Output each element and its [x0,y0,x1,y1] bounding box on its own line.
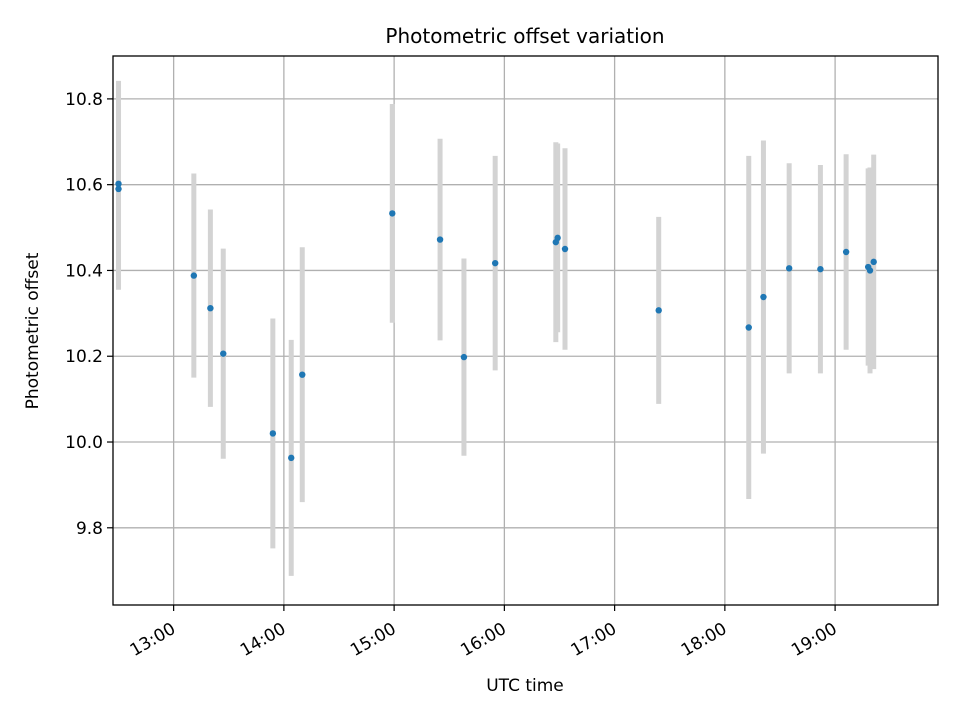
grid [113,56,938,605]
data-point [460,353,468,361]
data-point [115,185,122,193]
y-tick-label: 10.2 [65,347,103,367]
data-point [207,304,214,312]
data-point [389,210,396,217]
y-axis-ticks: 9.8 10.0 10.2 10.4 10.6 10.8 [65,90,113,539]
data-point [115,180,122,188]
data-point [561,245,569,253]
data-point [269,430,277,437]
data-point [866,267,874,274]
data-point [190,272,198,279]
data-point [288,454,295,462]
data-point [745,324,752,331]
y-tick-label: 10.4 [65,261,103,281]
data-point [554,234,561,242]
chart-title: Photometric offset variation [385,24,664,48]
data-point [842,248,850,256]
data-point [299,371,306,378]
data-point [220,350,227,357]
data-point [785,265,793,272]
y-axis-label: Photometric offset [23,252,43,409]
data-point [491,259,499,267]
data-point [817,265,824,273]
data-points [115,180,877,462]
data-point [436,236,444,243]
y-tick-label: 10.0 [65,433,103,453]
data-point [760,293,767,301]
y-tick-label: 10.8 [65,90,103,110]
data-point [870,258,877,266]
plot-frame [112,55,939,606]
y-tick-label: 10.6 [65,176,103,196]
y-tick-label: 9.8 [76,519,103,539]
x-axis-label: UTC time [486,676,564,696]
data-point [655,307,662,314]
